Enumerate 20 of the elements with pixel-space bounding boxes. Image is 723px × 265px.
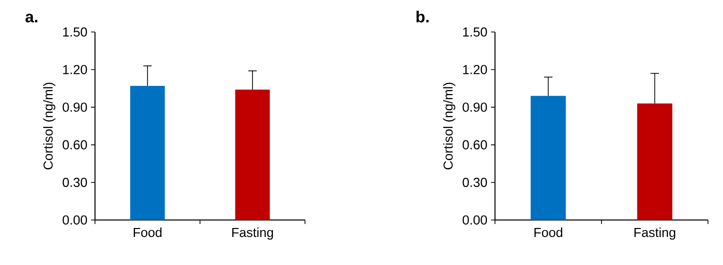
y-tick-label: 1.20 [463, 64, 487, 74]
chart-title: a. [26, 14, 38, 22]
y-tick-label: 0.00 [462, 215, 487, 225]
chart-title: b. [416, 10, 429, 22]
y-tick-label: 1.50 [463, 27, 487, 37]
y-tick-label: 0.90 [462, 102, 487, 112]
y-tick-label: 0.00 [62, 215, 87, 225]
x-tick-label: Food [534, 228, 562, 238]
y-axis-title: Cortisol (ng/ml) [43, 82, 56, 170]
y-tick-label: 1.50 [63, 27, 87, 37]
y-tick-label: 0.60 [62, 140, 87, 150]
y-tick-label: 0.60 [462, 140, 487, 150]
x-tick-label: Fasting [634, 228, 676, 240]
y-tick-label: 1.20 [63, 64, 87, 74]
x-tick-label: Food [134, 228, 162, 238]
y-tick-label: 0.30 [62, 178, 87, 187]
x-tick-label: Fasting [232, 228, 273, 240]
y-axis-title: Cortisol (ng/ml) [443, 82, 456, 170]
y-tick-label: 0.90 [62, 102, 87, 112]
y-tick-label: 0.30 [462, 178, 487, 187]
